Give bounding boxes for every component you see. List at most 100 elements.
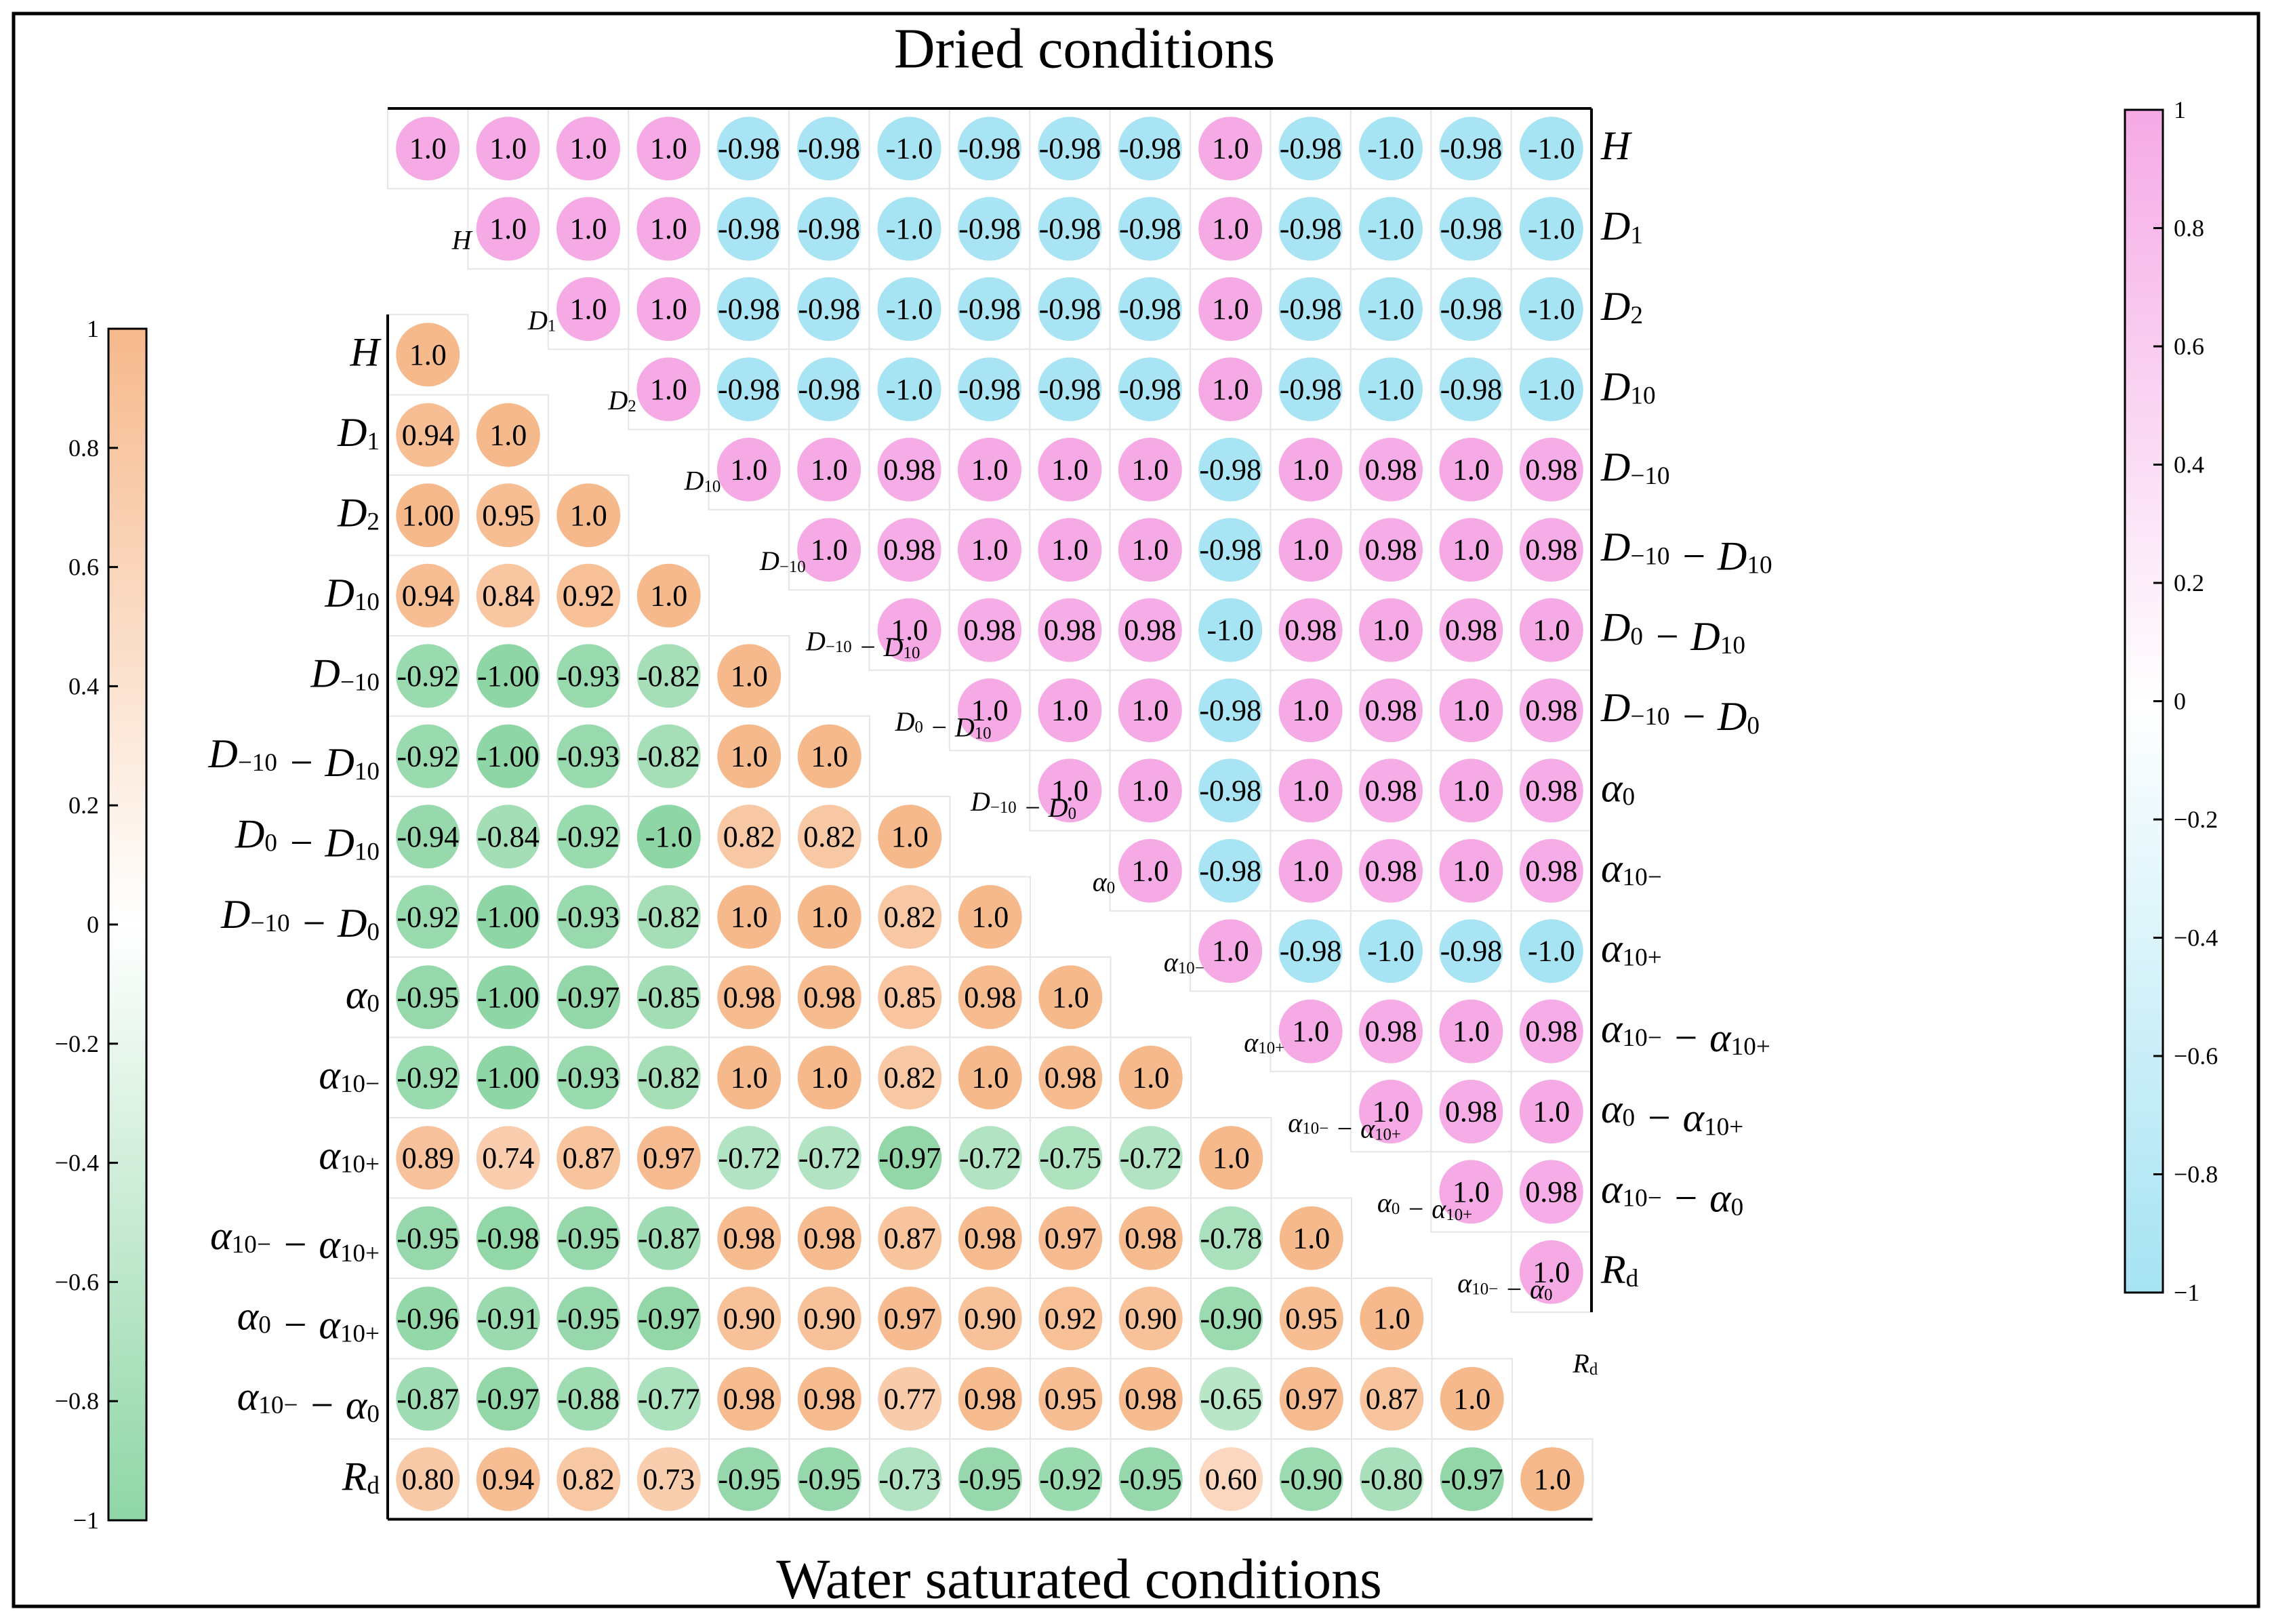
dried-corr-circle (1278, 197, 1343, 261)
saturated-row-label: D−10 − D0 (220, 892, 380, 946)
saturated-corr-value: 1.0 (570, 499, 607, 532)
dried-corr-value: 1.0 (1131, 694, 1169, 727)
dried-corr-circle (1359, 117, 1423, 181)
diagonal-variable-label: α10− − α0 (1457, 1267, 1552, 1304)
saturated-corr-value: 0.95 (482, 499, 534, 532)
dried-corr-value: -0.98 (798, 132, 860, 165)
saturated-row-label: D−10 − D10 (207, 731, 380, 786)
dried-corr-circle (1359, 518, 1423, 582)
dried-corr-circle (958, 117, 1021, 181)
dried-corr-value: -1.0 (1367, 293, 1415, 326)
dried-corr-value: 1.0 (1533, 1095, 1570, 1129)
dried-corr-circle (1198, 598, 1263, 662)
dried-corr-value: 1.0 (1373, 613, 1410, 647)
saturated-corr-circle (717, 805, 782, 869)
saturated-corr-circle (717, 1126, 782, 1190)
saturated-corr-value: -0.95 (397, 1221, 459, 1255)
saturated-corr-circle (958, 965, 1022, 1030)
colorbar-dried-tick-label: 0.2 (2174, 569, 2204, 596)
saturated-corr-circle (878, 965, 942, 1030)
saturated-corr-value: 1.0 (409, 338, 447, 371)
saturated-corr-circle (1038, 1447, 1103, 1511)
dried-corr-value: -0.98 (1440, 935, 1503, 968)
saturated-corr-value: 0.98 (803, 1382, 855, 1415)
dried-corr-circle (1038, 277, 1102, 341)
saturated-corr-value: -0.94 (397, 820, 459, 853)
dried-corr-value: 0.98 (1525, 1175, 1577, 1209)
dried-corr-circle (1519, 518, 1583, 582)
saturated-corr-value: -0.82 (638, 900, 700, 933)
saturated-corr-value: 1.00 (402, 499, 454, 532)
dried-corr-circle (797, 277, 861, 341)
saturated-corr-circle (556, 805, 621, 869)
saturated-corr-circle (717, 885, 782, 949)
dried-corr-value: -0.98 (798, 293, 860, 326)
saturated-corr-circle (1038, 1045, 1103, 1110)
dried-corr-circle (1519, 277, 1583, 341)
dried-corr-value: -0.98 (1280, 935, 1342, 968)
saturated-corr-value: 0.92 (563, 579, 615, 612)
saturated-corr-circle (636, 1447, 701, 1511)
saturated-row-label: α0 (346, 972, 380, 1017)
dried-corr-circle (797, 117, 861, 181)
saturated-corr-value: 0.97 (1285, 1382, 1337, 1415)
colorbar-saturated-tick-label: 0 (87, 911, 99, 938)
saturated-corr-circle (1279, 1447, 1343, 1511)
saturated-corr-value: 0.97 (1044, 1221, 1097, 1255)
saturated-corr-circle (797, 1286, 861, 1351)
saturated-corr-circle (717, 1206, 782, 1270)
saturated-corr-value: 0.98 (803, 981, 855, 1014)
dried-corr-value: -0.98 (1199, 533, 1261, 567)
dried-corr-value: -0.98 (1039, 293, 1101, 326)
dried-corr-circle (1198, 919, 1263, 983)
dried-corr-value: -0.98 (718, 293, 780, 326)
dried-corr-value: 1.0 (971, 453, 1009, 486)
dried-corr-circle (797, 357, 861, 422)
dried-corr-value: -0.98 (798, 212, 860, 245)
saturated-corr-value: -0.92 (397, 739, 459, 773)
dried-corr-circle (1198, 678, 1263, 742)
dried-corr-circle (1359, 437, 1423, 502)
dried-corr-circle (877, 437, 941, 502)
saturated-corr-circle (636, 885, 701, 949)
dried-corr-circle (958, 277, 1021, 341)
saturated-corr-circle (396, 403, 460, 467)
saturated-corr-circle (797, 1045, 861, 1110)
saturated-corr-value: -0.90 (1200, 1302, 1262, 1335)
dried-corr-circle (1118, 117, 1182, 181)
dried-corr-value: 1.0 (1453, 694, 1490, 727)
dried-corr-value: -1.0 (1367, 373, 1415, 406)
saturated-corr-circle (958, 1447, 1022, 1511)
colorbar-dried-tick-label: 1 (2174, 96, 2186, 123)
saturated-row-label: α10− − α0 (237, 1374, 380, 1428)
dried-corr-value: 1.0 (1131, 854, 1169, 887)
dried-corr-circle (1359, 999, 1423, 1063)
saturated-corr-circle (556, 644, 621, 708)
dried-corr-circle (1439, 758, 1503, 823)
saturated-corr-circle (476, 1045, 540, 1110)
saturated-corr-value: -0.95 (557, 1221, 620, 1255)
saturated-corr-value: -0.93 (557, 1061, 620, 1094)
dried-corr-value: -1.0 (886, 293, 933, 326)
saturated-corr-value: 0.80 (402, 1463, 454, 1496)
saturated-corr-value: 0.98 (1044, 1061, 1097, 1094)
dried-corr-circle (1118, 518, 1182, 582)
saturated-corr-circle (1118, 1447, 1183, 1511)
saturated-corr-value: -0.73 (878, 1463, 941, 1496)
dried-corr-circle (958, 678, 1021, 742)
saturated-corr-circle (717, 965, 782, 1030)
saturated-corr-value: 1.0 (650, 579, 687, 612)
colorbar-saturated-tick-label: −1 (73, 1507, 99, 1534)
dried-corr-value: -0.98 (1440, 212, 1503, 245)
saturated-corr-value: 0.87 (563, 1141, 615, 1175)
saturated-corr-value: -0.80 (1360, 1463, 1423, 1496)
dried-corr-value: 1.0 (650, 373, 687, 406)
dried-corr-value: 1.0 (811, 533, 848, 567)
saturated-corr-value: 1.0 (731, 739, 768, 773)
saturated-corr-circle (636, 1286, 701, 1351)
dried-corr-value: -0.98 (1119, 373, 1181, 406)
dried-corr-value: 1.0 (1292, 774, 1329, 807)
saturated-corr-value: -0.72 (1120, 1141, 1182, 1175)
dried-row-label: D0 − D10 (1600, 605, 1745, 659)
dried-corr-value: -0.98 (1440, 132, 1503, 165)
